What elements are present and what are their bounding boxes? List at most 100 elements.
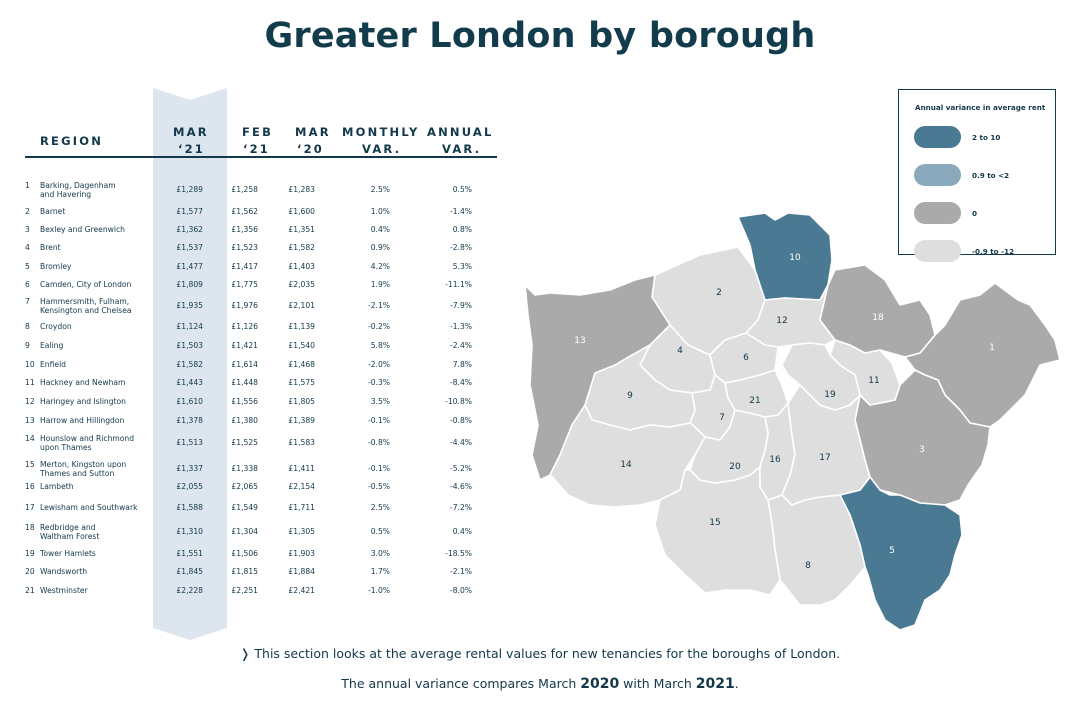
cell-annual-var: 7.8% (452, 360, 472, 369)
cell-monthly-var: -2.1% (367, 301, 390, 310)
cell-annual-var: -7.9% (449, 301, 472, 310)
cell-mar20: £1,468 (288, 360, 315, 369)
table-row: 7 Hammersmith, Fulham, Kensington and Chel… (25, 297, 505, 315)
map-region-20 (689, 409, 769, 484)
cell-monthly-var: 2.5% (370, 185, 390, 194)
header-monthly-var: MONTHLY (342, 125, 420, 139)
cell-monthly-var: -0.1% (367, 464, 390, 473)
footer-note-2: The annual variance compares March 2020 … (0, 676, 1080, 692)
header-region: REGION (40, 134, 104, 148)
cell-monthly-var: -0.2% (367, 322, 390, 331)
map-region-label: 1 (989, 343, 995, 353)
table-row: 14 Hounslow and Richmond upon Thames £1,513… (25, 434, 505, 452)
row-region: Bexley and Greenwich (40, 225, 160, 234)
header-mar20-month: MAR (295, 125, 331, 139)
cell-annual-var: -10.8% (445, 397, 472, 406)
cell-feb21: £1,421 (231, 341, 258, 350)
cell-feb21: £2,065 (231, 482, 258, 491)
legend: Annual variance in average rent 2 to 10 0… (898, 89, 1056, 262)
footer-year-2020: 2020 (580, 676, 620, 692)
cell-annual-var: -2.4% (449, 341, 472, 350)
row-number: 21 (25, 586, 35, 595)
cell-mar20: £1,582 (288, 243, 315, 252)
row-region: Lewisham and Southwark (40, 503, 160, 512)
region-line-2: Kensington and Chelsea (40, 306, 132, 315)
cell-mar21: £1,537 (176, 243, 203, 252)
cell-feb21: £1,126 (231, 322, 258, 331)
row-number: 17 (25, 503, 35, 512)
region-line-1: Croydon (40, 322, 72, 331)
row-region: Harrow and Hillingdon (40, 416, 160, 425)
cell-mar21: £1,477 (176, 262, 203, 271)
map-region-10 (737, 212, 833, 301)
cell-annual-var: -4.4% (449, 438, 472, 447)
cell-annual-var: -8.0% (449, 586, 472, 595)
cell-mar21: £1,845 (176, 567, 203, 576)
row-number: 3 (25, 225, 30, 234)
cell-mar20: £1,884 (288, 567, 315, 576)
table-row: 20 Wandsworth £1,845 £1,815 £1,884 1.7% -2.1% (25, 567, 505, 585)
cell-mar21: £1,443 (176, 378, 203, 387)
map-region-label: 9 (627, 391, 633, 401)
region-line-1: Merton, Kingston upon (40, 460, 127, 469)
cell-monthly-var: -1.0% (367, 586, 390, 595)
cell-annual-var: -0.8% (449, 416, 472, 425)
cell-feb21: £2,251 (231, 586, 258, 595)
cell-annual-var: -1.4% (449, 207, 472, 216)
table-row: 4 Brent £1,537 £1,523 £1,582 0.9% -2.8% (25, 243, 505, 261)
cell-monthly-var: -2.0% (367, 360, 390, 369)
map-region-label: 17 (819, 453, 830, 463)
table-row: 2 Barnet £1,577 £1,562 £1,600 1.0% -1.4% (25, 207, 505, 225)
row-region: Brent (40, 243, 160, 252)
cell-monthly-var: -0.3% (367, 378, 390, 387)
row-region: Lambeth (40, 482, 160, 491)
table-row: 15 Merton, Kingston upon Thames and Sutton… (25, 460, 505, 478)
cell-feb21: £1,976 (231, 301, 258, 310)
table-row: 11 Hackney and Newham £1,443 £1,448 £1,575 -0… (25, 378, 505, 396)
row-region: Enfield (40, 360, 160, 369)
row-number: 20 (25, 567, 35, 576)
cell-mar20: £2,421 (288, 586, 315, 595)
cell-mar20: £1,305 (288, 527, 315, 536)
cell-monthly-var: -0.5% (367, 482, 390, 491)
table-row: 8 Croydon £1,124 £1,126 £1,139 -0.2% -1.3% (25, 322, 505, 340)
row-number: 13 (25, 416, 35, 425)
table-row: 16 Lambeth £2,055 £2,065 £2,154 -0.5% -4.6% (25, 482, 505, 500)
region-line-1: Ealing (40, 341, 64, 350)
footer-line-2c: with March (619, 676, 696, 691)
row-region: Westminster (40, 586, 160, 595)
map-region-14 (549, 404, 706, 508)
region-line-1: Bexley and Greenwich (40, 225, 125, 234)
legend-swatch (914, 202, 961, 224)
cell-feb21: £1,448 (231, 378, 258, 387)
table-row: 3 Bexley and Greenwich £1,362 £1,356 £1,351 0… (25, 225, 505, 243)
table-row: 19 Tower Hamlets £1,551 £1,506 £1,903 3.0% -18… (25, 549, 505, 567)
region-line-1: Hammersmith, Fulham, (40, 297, 130, 306)
region-line-1: Enfield (40, 360, 66, 369)
cell-monthly-var: 1.0% (370, 207, 390, 216)
cell-mar21: £1,809 (176, 280, 203, 289)
cell-annual-var: -2.8% (449, 243, 472, 252)
cell-monthly-var: 0.9% (370, 243, 390, 252)
page-title: Greater London by borough (264, 16, 816, 56)
legend-label: 0.9 to <2 (972, 171, 1010, 180)
row-region: Bromley (40, 262, 160, 271)
cell-mar21: £1,310 (176, 527, 203, 536)
table-row: 5 Bromley £1,477 £1,417 £1,403 4.2% 5.3% (25, 262, 505, 280)
cell-annual-var: -11.1% (445, 280, 472, 289)
header-annual-var: ANNUAL (427, 125, 494, 139)
cell-feb21: £1,562 (231, 207, 258, 216)
row-number: 5 (25, 262, 30, 271)
map-region-label: 16 (769, 455, 781, 465)
cell-mar21: £1,124 (176, 322, 203, 331)
map-region-label: 10 (789, 253, 801, 263)
cell-mar21: £2,228 (176, 586, 203, 595)
cell-mar20: £1,711 (288, 503, 315, 512)
row-region: Hammersmith, Fulham, Kensington and Chels… (40, 297, 160, 315)
row-number: 9 (25, 341, 30, 350)
cell-mar20: £1,805 (288, 397, 315, 406)
row-number: 8 (25, 322, 30, 331)
row-number: 2 (25, 207, 30, 216)
region-line-1: Lewisham and Southwark (40, 503, 138, 512)
highlight-arrow (153, 628, 227, 640)
